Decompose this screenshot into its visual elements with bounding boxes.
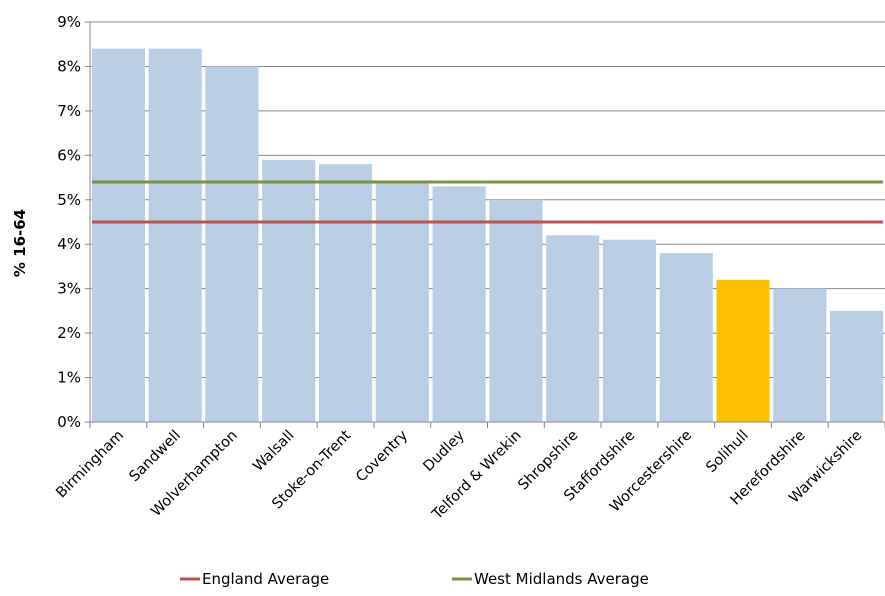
reference-lines [92,180,883,224]
x-tick-label: Solihull [703,428,751,476]
bar-wolverhampton [205,66,259,422]
y-tick-label: 2% [57,324,81,342]
y-tick-label: 1% [57,369,81,387]
y-tick-label: 6% [57,146,81,164]
bar-dudley [432,186,486,422]
bar-coventry [375,182,429,422]
y-tick-label: 8% [57,57,81,75]
bar-walsall [262,159,316,422]
y-tick-labels: 0% 1% 2% 3% 4% 5% 6% 7% 8% 9% [57,13,81,431]
legend-label: England Average [202,570,329,588]
y-tick-label: 7% [57,102,81,120]
legend-label: West Midlands Average [474,570,649,588]
x-tick-label: Coventry [353,427,411,485]
bar-birmingham [91,48,145,423]
bar-herefordshire [773,288,827,422]
x-tick-label: Sandwell [126,428,184,486]
bar-solihull [716,279,770,422]
y-tick-label: 9% [57,13,81,31]
bar-staffordshire [602,239,657,422]
x-tick-label: Dudley [420,427,468,475]
y-axis-title: % 16-64 [11,209,29,277]
bar-shropshire [546,235,600,422]
bar-warwickshire [830,310,884,422]
y-tick-label: 3% [57,280,81,298]
x-tick-label: Birmingham [53,428,127,502]
bar-worcestershire [659,253,713,422]
bar-sandwell [148,48,202,423]
bar-telford-wrekin [489,199,543,422]
x-tick-label: Walsall [250,428,297,475]
y-tick-label: 5% [57,191,81,209]
y-tick-label: 4% [57,235,81,253]
y-tick-label: 0% [57,413,81,431]
bars [91,48,884,423]
bar-stoke-on-trent [318,164,373,422]
legend: England Average West Midlands Average [180,570,649,588]
